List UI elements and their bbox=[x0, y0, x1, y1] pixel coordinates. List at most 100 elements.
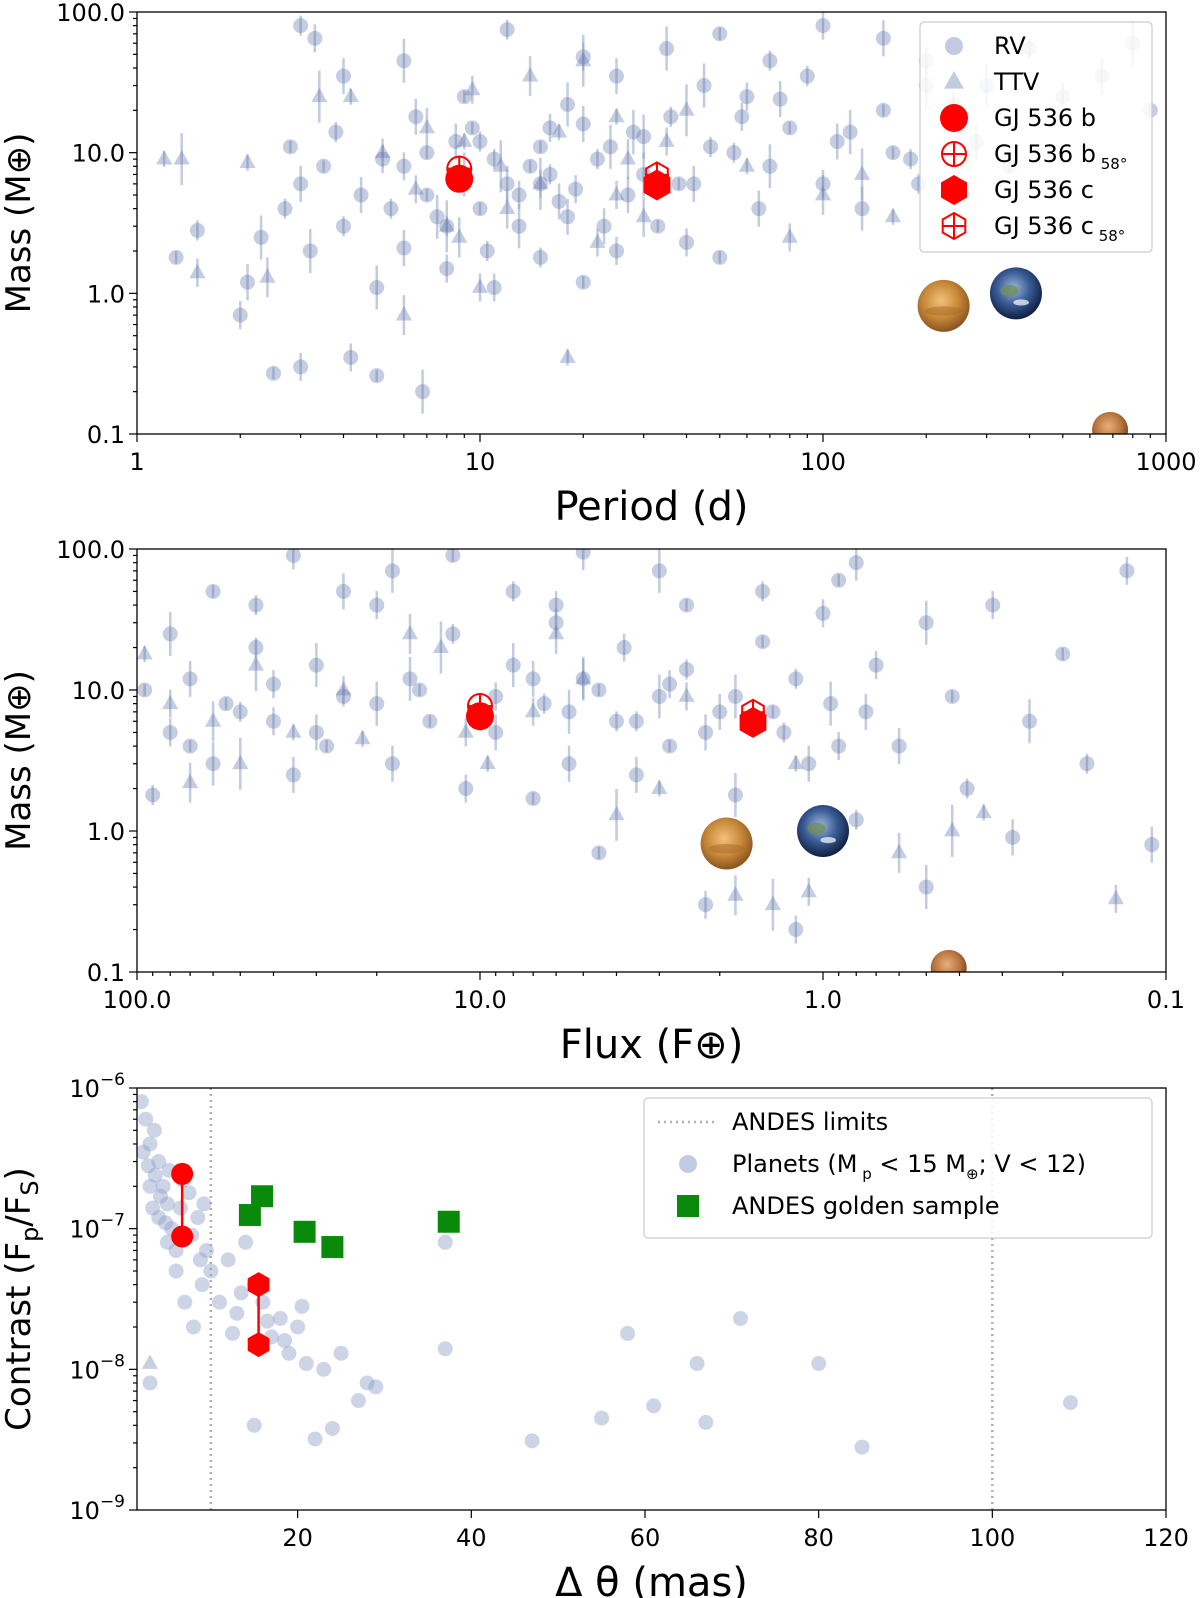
ttv-point bbox=[854, 165, 871, 180]
rv-point bbox=[575, 274, 591, 290]
rv-point bbox=[679, 597, 695, 613]
rv-point bbox=[458, 781, 474, 797]
ttv-point bbox=[532, 174, 549, 190]
rv-point bbox=[384, 756, 400, 772]
rv-point bbox=[848, 812, 864, 828]
planet-point bbox=[524, 1433, 540, 1449]
rv-point bbox=[307, 30, 323, 46]
rv-point bbox=[679, 234, 695, 250]
rv-point bbox=[788, 671, 804, 687]
rv-point bbox=[265, 713, 281, 729]
planet-point bbox=[307, 1431, 323, 1447]
rv-point bbox=[596, 218, 612, 234]
rv-point bbox=[659, 41, 675, 57]
ttv-point bbox=[137, 645, 153, 660]
ttv-point bbox=[232, 754, 249, 770]
ttv-point bbox=[678, 687, 695, 702]
x-tick-label: 60 bbox=[630, 1524, 661, 1552]
x-tick-label: 40 bbox=[456, 1524, 487, 1552]
planet-point bbox=[324, 1420, 340, 1436]
rv-point bbox=[525, 791, 541, 807]
y-tick-base: 10 bbox=[69, 1497, 100, 1525]
rv-point bbox=[712, 26, 728, 42]
rv-point bbox=[918, 879, 934, 895]
rv-point bbox=[561, 756, 577, 772]
y-tick-label: 10.0 bbox=[72, 140, 125, 168]
rv-point bbox=[445, 549, 461, 563]
planet-point bbox=[594, 1410, 610, 1426]
planet-point bbox=[177, 1294, 193, 1310]
rv-point bbox=[253, 229, 269, 245]
planet-point bbox=[146, 1122, 162, 1138]
rv-point bbox=[511, 218, 527, 234]
rv-point bbox=[788, 922, 804, 938]
rv-point bbox=[765, 704, 781, 720]
rv-point bbox=[336, 583, 352, 599]
rv-point bbox=[662, 676, 678, 692]
planet-point bbox=[172, 1200, 188, 1216]
planet-point bbox=[194, 1277, 210, 1293]
ttv-point bbox=[891, 843, 908, 859]
rv-point bbox=[776, 724, 792, 740]
rv-point bbox=[308, 724, 324, 740]
rv-point bbox=[293, 18, 309, 34]
ttv-point bbox=[559, 348, 576, 363]
planet-point bbox=[281, 1345, 297, 1361]
gj536-c-point bbox=[247, 1332, 270, 1358]
rv-point bbox=[620, 187, 636, 203]
rv-point bbox=[542, 120, 558, 136]
ttv-point bbox=[608, 805, 625, 821]
ttv-point bbox=[678, 101, 695, 116]
legend-marker-gj-c bbox=[941, 175, 967, 205]
ttv-point bbox=[658, 132, 675, 147]
ttv-point bbox=[464, 80, 481, 96]
planet-point bbox=[246, 1417, 262, 1433]
x-tick-label: 120 bbox=[1143, 1524, 1189, 1552]
planet-point bbox=[192, 1252, 208, 1268]
x-tick-label: 1 bbox=[129, 448, 144, 476]
y-axis-label: Mass (M⊕) bbox=[0, 670, 39, 851]
y-tick-exponent: −8 bbox=[100, 1351, 125, 1371]
rv-point bbox=[885, 145, 901, 161]
planet-point bbox=[137, 1144, 151, 1160]
rv-point bbox=[944, 688, 960, 704]
planet-point bbox=[294, 1298, 310, 1314]
legend-marker-circle bbox=[945, 37, 963, 55]
planet-point bbox=[290, 1319, 306, 1335]
rv-point bbox=[232, 704, 248, 720]
rv-point bbox=[1005, 829, 1021, 845]
rv-point bbox=[671, 176, 687, 192]
rv-point bbox=[628, 767, 644, 783]
planet-point bbox=[733, 1310, 749, 1326]
ttv-point bbox=[492, 157, 509, 172]
x-tick-label: 0.1 bbox=[1147, 986, 1185, 1014]
planet-point bbox=[259, 1313, 275, 1329]
legend-label-text: GJ 536 c bbox=[994, 212, 1094, 240]
ttv-point bbox=[1107, 889, 1124, 905]
rv-point bbox=[651, 688, 667, 704]
rv-point bbox=[636, 129, 652, 145]
rv-point bbox=[182, 671, 198, 687]
axes-frame bbox=[136, 11, 1167, 435]
rv-point bbox=[801, 756, 817, 772]
rv-point bbox=[686, 176, 702, 192]
ttv-point bbox=[800, 882, 817, 898]
legend-marker-gj-b bbox=[940, 104, 968, 132]
planet-point bbox=[185, 1319, 201, 1335]
legend-label-text: GJ 536 c bbox=[994, 176, 1094, 204]
rv-point bbox=[316, 158, 332, 174]
y-tick-label: 1.0 bbox=[87, 280, 125, 308]
rv-point bbox=[589, 151, 605, 167]
rv-point bbox=[285, 549, 301, 563]
rv-point bbox=[608, 68, 624, 84]
y-tick-exponent: −7 bbox=[100, 1211, 125, 1231]
ttv-point bbox=[407, 180, 424, 195]
legend-entry: Planets (M p < 15 M⊕; V < 12) bbox=[679, 1150, 1086, 1183]
x-tick-label: 10.0 bbox=[453, 986, 506, 1014]
rv-point bbox=[755, 634, 771, 650]
rv-point bbox=[542, 166, 558, 182]
legend-label-sub: 58° bbox=[1094, 227, 1125, 245]
rv-point bbox=[232, 307, 248, 323]
rv-point bbox=[831, 572, 847, 588]
